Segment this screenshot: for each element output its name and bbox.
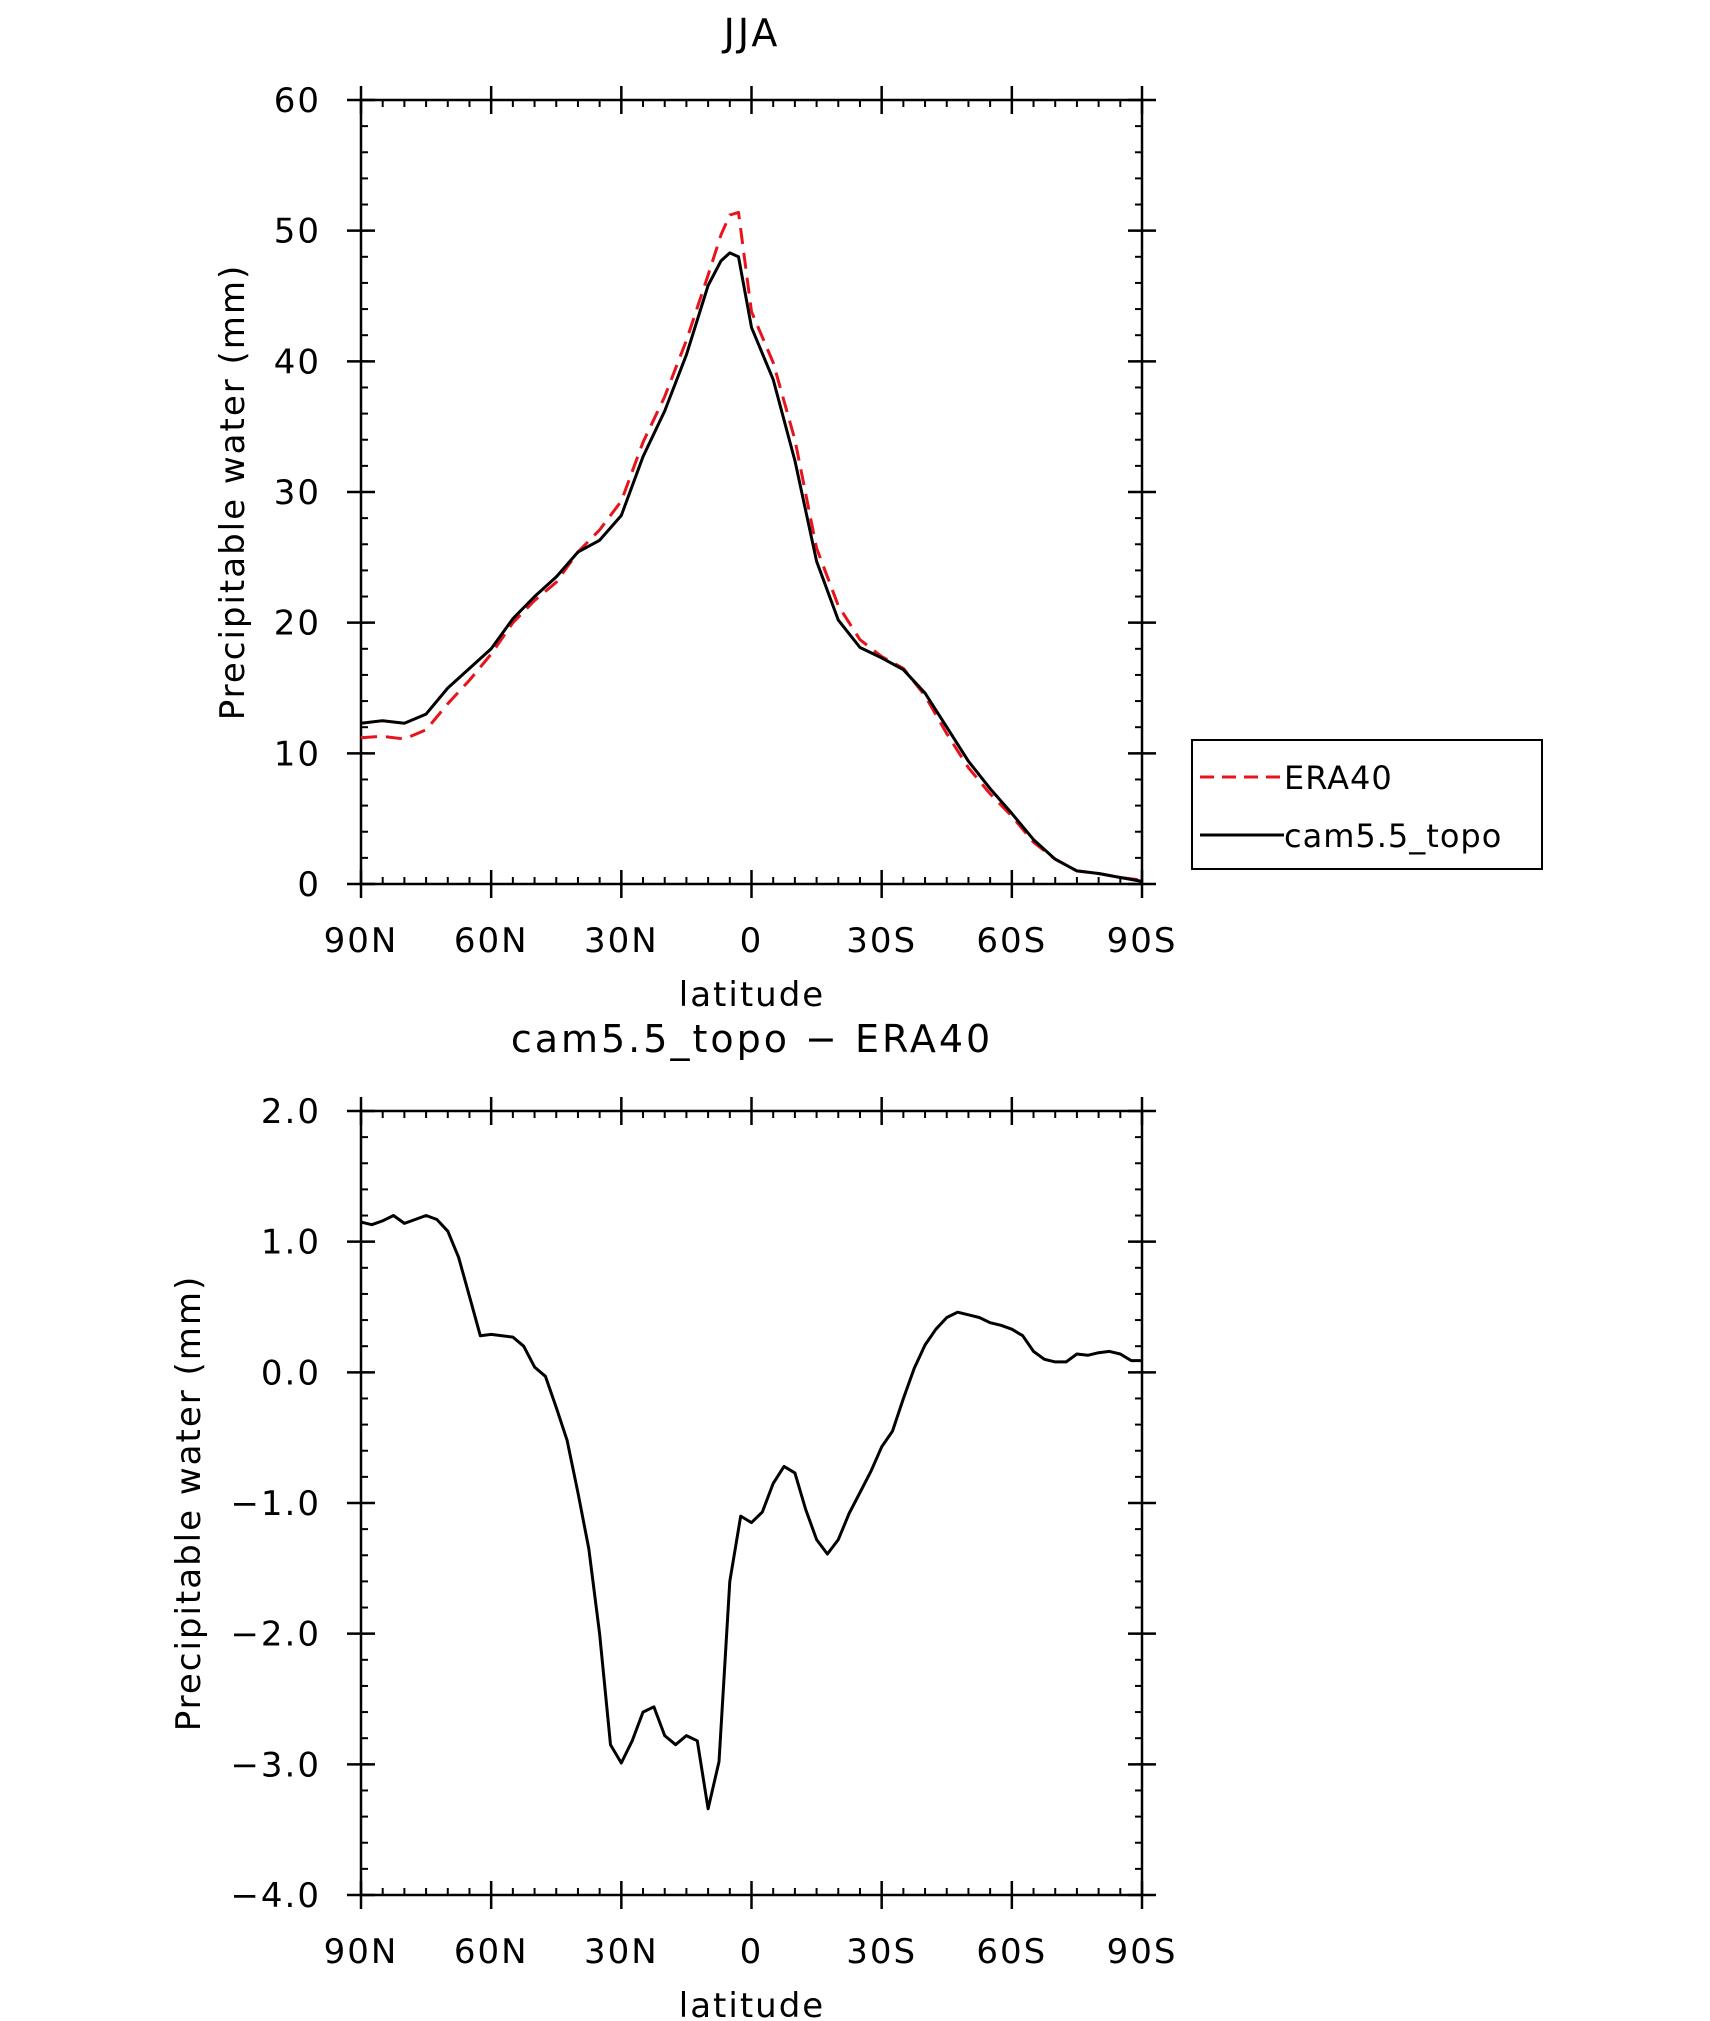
y-axis-label-bottom: Precipitable water (mm) [169,1275,209,1732]
x-axis-label-top: latitude [679,975,825,1015]
x-tick-label: 60N [454,921,529,961]
y-tick-label: 1.0 [261,1223,321,1263]
y-tick-label: −1.0 [230,1484,321,1524]
legend-label-era40: ERA40 [1284,759,1393,797]
y-tick-label: 2.0 [261,1092,321,1132]
y-tick-label: 50 [274,212,321,252]
y-tick-label: 20 [274,604,321,644]
x-tick-label: 30N [584,1932,659,1972]
series-line-era40 [360,210,1143,882]
x-axis-label-bottom: latitude [679,1986,825,2021]
panel-top: JJA 90N 60N 30N 0 30S 60S 90S 0 10 20 30 40 50 60 lat… [213,11,1543,1015]
x-tick-label: 90S [1107,1932,1178,1972]
chart-title-top: JJA [722,11,781,55]
x-tick-label: 30N [584,921,659,961]
y-tick-label: −3.0 [230,1745,321,1785]
series-line-cam5-5-topo [360,251,1143,883]
x-tick-label: 30S [846,921,917,961]
y-tick-label: 30 [274,473,321,513]
y-axis-label-top: Precipitable water (mm) [213,264,253,721]
legend-box [1191,739,1543,870]
plot-frame-top [359,98,1144,886]
tick-group-top: 90N 60N 30N 0 30S 60S 90S 0 10 20 30 40 50 60 [274,81,1178,961]
tick-group-bottom: 90N 60N 30N 0 30S 60S 90S 2.0 1.0 0.0 −1.0 −2.0 −3.0… [230,1092,1178,1972]
y-tick-label: 0.0 [261,1353,321,1393]
series-group-top [360,210,1143,883]
y-tick-label: 60 [274,81,321,121]
series-line-difference [360,1214,1142,1811]
y-tick-label: −2.0 [230,1615,321,1655]
legend-label-cam55: cam5.5_topo [1284,817,1502,855]
x-tick-label: 60N [454,1932,529,1972]
plot-frame-bottom [359,1109,1144,1897]
x-tick-label: 0 [740,1932,764,1972]
y-tick-label: 0 [297,865,321,905]
x-tick-label: 60S [976,1932,1047,1972]
x-tick-label: 90N [324,921,399,961]
x-tick-label: 0 [740,921,764,961]
y-tick-label: 40 [274,342,321,382]
x-tick-label: 90S [1107,921,1178,961]
x-tick-label: 90N [324,1932,399,1972]
chart-title-bottom: cam5.5_topo − ERA40 [511,1017,993,1061]
x-tick-label: 60S [976,921,1047,961]
series-group-bottom [360,1214,1142,1811]
panel-bottom: cam5.5_topo − ERA40 90N 60N 30N 0 30S 60S 90S 2… [169,1017,1178,2021]
x-tick-label: 30S [846,1932,917,1972]
y-tick-label: −4.0 [230,1876,321,1916]
legend: ERA40 cam5.5_topo [1191,739,1543,870]
y-tick-label: 10 [274,734,321,774]
